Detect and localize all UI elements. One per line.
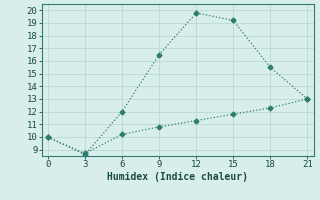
X-axis label: Humidex (Indice chaleur): Humidex (Indice chaleur): [107, 172, 248, 182]
